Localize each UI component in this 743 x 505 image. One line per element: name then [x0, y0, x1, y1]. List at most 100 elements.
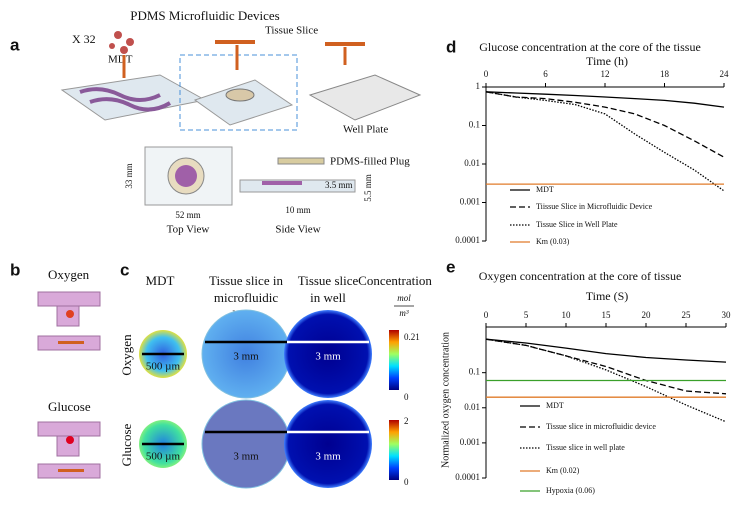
scale-label: 500 µm — [146, 451, 181, 463]
scale-label: 3 mm — [315, 351, 341, 363]
y-tick-label: 0.01 — [464, 402, 480, 412]
label: MDT — [108, 54, 133, 66]
row-title: Glucose — [119, 423, 134, 466]
x-tick-label: 10 — [562, 310, 572, 320]
panel-a: a PDMS Microfluidic Devices X 32 MDT Tis… — [10, 8, 422, 236]
panel-c: c MDT Tissue slice inmicrofluidicdevice … — [119, 260, 432, 489]
tissue — [262, 181, 302, 185]
charts: Glucose concentration at the core of the… — [440, 40, 731, 495]
dimension: 5.5 mm — [363, 174, 373, 202]
series-line — [485, 338, 727, 363]
tissue-slice — [325, 42, 365, 46]
legend-label: MDT — [536, 185, 554, 194]
chart-title: Glucose concentration at the core of the… — [479, 40, 701, 54]
label: Oxygen — [48, 267, 90, 282]
series-line — [485, 91, 725, 192]
colorbar — [389, 330, 399, 390]
dimension: 10 mm — [285, 205, 310, 215]
title: PDMS Microfluidic Devices — [130, 8, 279, 23]
x-tick-label: 5 — [524, 310, 529, 320]
x-tick-label: 0 — [484, 69, 489, 79]
label: Glucose — [48, 399, 91, 414]
legend-label: Tissue slice in microfluidic device — [546, 422, 656, 431]
panel-label: d — [446, 37, 456, 56]
tissue — [175, 165, 197, 187]
x-tick-label: 18 — [660, 69, 670, 79]
y-tick-label: 0.0001 — [455, 472, 480, 482]
well-glucose — [284, 400, 372, 488]
x-tick-label: 25 — [682, 310, 692, 320]
panel-label: e — [446, 257, 455, 276]
x-tick-label: 6 — [543, 69, 548, 79]
legend-label: Hypoxia (0.06) — [546, 486, 595, 495]
colorbar-title: Concentration — [358, 273, 432, 288]
mdt — [66, 310, 74, 318]
device-glucose — [201, 399, 291, 489]
panel-label: a — [10, 35, 20, 54]
label: PDMS-filled Plug — [330, 156, 410, 168]
label: Tissue Slice — [265, 25, 318, 37]
caption: Side View — [275, 224, 320, 236]
dimension: 52 mm — [175, 210, 200, 220]
plug — [277, 157, 325, 165]
colorbar — [389, 420, 399, 480]
caption: Top View — [167, 224, 210, 236]
series-line — [485, 338, 727, 395]
y-tick-label: 0.001 — [460, 197, 480, 207]
panel-label: b — [10, 260, 20, 279]
scale-arrows — [142, 340, 287, 446]
legend-label: Km (0.03) — [536, 237, 570, 246]
colorbar-label: 0 — [404, 477, 409, 487]
label: Well Plate — [343, 124, 388, 136]
x-tick-label: 30 — [722, 310, 732, 320]
x-tick-label: 20 — [642, 310, 652, 320]
row-title: Oxygen — [119, 334, 134, 376]
legend-label: MDT — [546, 401, 564, 410]
well-oxygen — [284, 310, 372, 398]
chart-title: Oxygen concentration at the core of tiss… — [479, 269, 682, 283]
y-axis-label: Normalized oxygen concentration — [440, 332, 451, 468]
legend-label: Tissue slice in well plate — [546, 443, 625, 452]
x-tick-label: 15 — [602, 310, 612, 320]
x-tick-label: 12 — [601, 69, 610, 79]
unit: mol — [397, 293, 411, 303]
mdt-dots — [109, 31, 134, 54]
dimension: 3.5 mm — [325, 180, 353, 190]
layer — [37, 421, 101, 437]
slice — [58, 341, 84, 344]
panel-b: b Oxygen Glucose — [10, 260, 101, 479]
unit: m³ — [399, 308, 408, 318]
series-line — [485, 91, 725, 108]
colorbar-label: 0 — [404, 392, 409, 402]
y-tick-label: 0.1 — [469, 367, 480, 377]
well — [225, 88, 255, 102]
x-axis-label: Time (S) — [586, 289, 629, 303]
dimension: 33 mm — [124, 163, 134, 188]
scale-label: 3 mm — [233, 351, 259, 363]
x-tick-label: 24 — [720, 69, 730, 79]
y-tick-label: 0.1 — [469, 120, 480, 130]
panel-label: c — [120, 260, 129, 279]
label: X 32 — [72, 32, 96, 46]
legend-label: Tissue Slice in Well Plate — [536, 220, 618, 229]
y-tick-label: 0.01 — [464, 158, 480, 168]
legend-label: Tiissue Slice in Microfluidic Device — [536, 202, 653, 211]
column-title: MDT — [146, 273, 175, 288]
legend-label: Km (0.02) — [546, 466, 580, 475]
x-axis-label: Time (h) — [586, 54, 628, 68]
x-tick-label: 0 — [484, 310, 489, 320]
well-plate — [308, 74, 422, 121]
mdt — [66, 436, 74, 444]
layer — [37, 291, 101, 307]
scale-arrows — [287, 340, 369, 434]
colorbar-label: 2 — [404, 416, 409, 426]
series-line — [485, 338, 727, 423]
device — [193, 79, 294, 126]
series-line — [485, 91, 725, 158]
scale-label: 500 µm — [146, 361, 181, 373]
scale-label: 3 mm — [233, 451, 259, 463]
y-tick-label: 1 — [476, 81, 481, 91]
slice — [58, 469, 84, 472]
channel — [79, 87, 161, 102]
